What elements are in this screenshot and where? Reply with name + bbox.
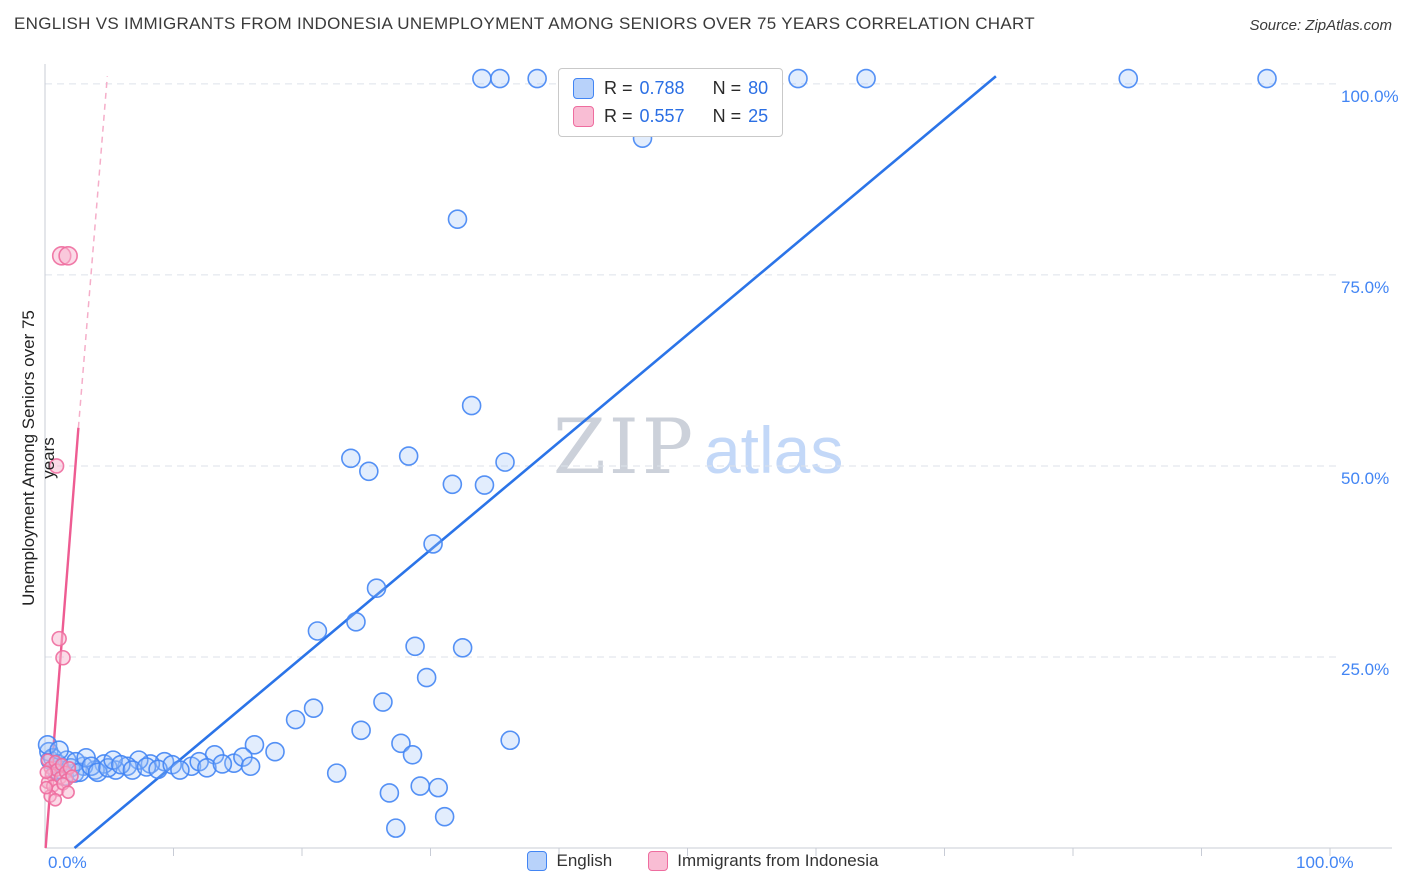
english-point	[386, 818, 406, 838]
indonesia-point	[48, 793, 63, 807]
stats-row-indonesia: R = 0.557 N = 25	[573, 106, 768, 127]
legend-item-indonesia: Immigrants from Indonesia	[648, 851, 879, 871]
indonesia-swatch	[573, 106, 594, 127]
english-point	[265, 741, 285, 762]
english-point	[402, 744, 423, 765]
watermark-atlas: atlas	[703, 413, 844, 487]
n-label: N =	[712, 106, 742, 126]
english-point	[111, 754, 131, 775]
english-point	[240, 756, 261, 777]
english-point	[398, 446, 419, 466]
english-point	[285, 709, 306, 730]
indonesia-point	[48, 458, 65, 474]
english-point	[379, 783, 400, 803]
n-value: 25	[748, 106, 769, 126]
english-point	[341, 448, 361, 469]
english-point	[303, 698, 324, 718]
indonesia-point	[55, 649, 71, 666]
english-point	[136, 757, 157, 777]
english-point	[447, 209, 468, 229]
english-point	[87, 762, 108, 783]
r-value: 0.557	[639, 106, 685, 126]
english-point	[500, 730, 520, 751]
english-legend-label: English	[556, 851, 613, 870]
english-point	[326, 763, 347, 783]
english-point	[351, 720, 371, 741]
indonesia-legend-label: Immigrants from Indonesia	[677, 851, 879, 870]
english-point	[461, 395, 482, 416]
page-title: ENGLISH VS IMMIGRANTS FROM INDONESIA UNE…	[14, 14, 1035, 33]
english-point	[428, 777, 449, 798]
english-point	[129, 750, 149, 770]
english-trend-line	[73, 75, 997, 849]
english-point	[495, 452, 515, 472]
indonesia-point	[51, 630, 67, 647]
chart-legend: English Immigrants from Indonesia	[0, 851, 1406, 871]
english-point	[452, 638, 473, 658]
english-point	[423, 534, 443, 554]
english-point	[474, 475, 495, 495]
english-point	[490, 68, 510, 89]
indonesia-trend-line-extension	[77, 76, 109, 428]
english-point	[1257, 68, 1277, 89]
watermark: ZIP atlas	[553, 402, 843, 491]
english-point	[359, 461, 379, 482]
r-label: R =	[604, 78, 633, 98]
indonesia-legend-swatch	[648, 851, 669, 871]
x-axis-tick-label-min: 0.0%	[48, 853, 87, 872]
r-value: 0.788	[639, 78, 685, 98]
n-value: 80	[748, 78, 769, 98]
stats-row-english: R = 0.788 N = 80	[573, 78, 768, 99]
english-point	[197, 757, 217, 778]
legend-item-english: English	[527, 851, 612, 871]
english-point	[366, 578, 387, 599]
r-label: R =	[604, 106, 633, 126]
y-axis-label: Unemployment Among Seniors over 75 years	[19, 310, 58, 606]
source-attribution: Source: ZipAtlas.com	[1249, 17, 1392, 34]
english-legend-swatch	[527, 851, 548, 871]
x-axis-tick-label-max: 100.0%	[1296, 853, 1354, 872]
n-label: N =	[712, 78, 742, 98]
english-swatch	[573, 78, 594, 99]
y-axis-tick-label: 75.0%	[1341, 277, 1390, 297]
english-point	[212, 754, 233, 774]
english-point	[170, 760, 190, 780]
indonesia-point	[39, 780, 54, 795]
indonesia-point	[61, 785, 75, 800]
english-point	[244, 735, 265, 755]
english-point	[307, 621, 328, 641]
watermark-zip: ZIP	[553, 402, 696, 491]
english-point	[788, 68, 808, 89]
english-point	[527, 68, 547, 89]
english-point	[346, 612, 366, 632]
english-point	[373, 692, 393, 712]
english-point	[391, 733, 411, 754]
english-point	[1118, 68, 1139, 89]
indonesia-point	[58, 246, 78, 266]
english-point	[442, 474, 463, 495]
stats-legend-box: R = 0.788 N = 80 R = 0.557 N = 25	[558, 68, 784, 137]
english-point	[410, 776, 431, 796]
english-point	[405, 636, 425, 657]
indonesia-point	[39, 765, 54, 780]
y-axis-tick-label: 50.0%	[1341, 468, 1390, 488]
english-point	[434, 806, 455, 827]
english-point	[416, 667, 437, 688]
y-axis-tick-label: 100.0%	[1341, 86, 1399, 106]
english-point	[472, 68, 492, 89]
english-point	[856, 68, 876, 89]
indonesia-point	[65, 769, 79, 783]
y-axis-tick-label: 25.0%	[1341, 659, 1390, 679]
